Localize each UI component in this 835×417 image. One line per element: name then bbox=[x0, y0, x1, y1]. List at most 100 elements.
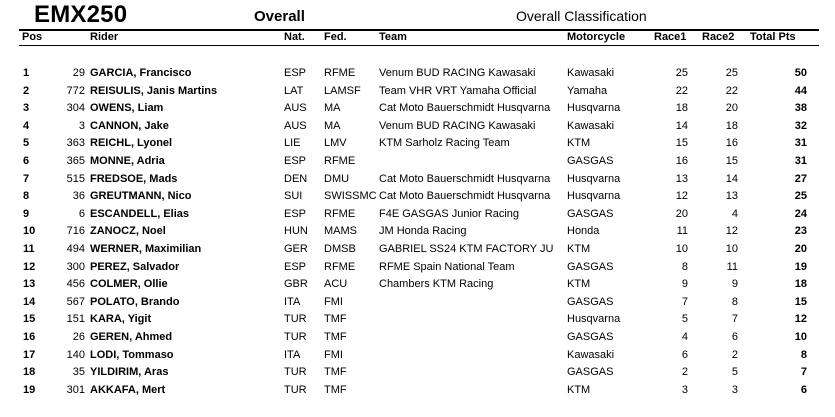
table-row: 4 3 CANNON, Jake AUS MA Venum BUD RACING Kawa… bbox=[0, 120, 835, 137]
race2-points-cell: 16 bbox=[725, 137, 738, 150]
col-header-team: Team bbox=[379, 31, 407, 43]
total-points-cell: 44 bbox=[794, 84, 807, 97]
total-points-cell: 8 bbox=[800, 348, 807, 361]
table-row: 19 301 AKKAFA, Mert TUR TMF KTM 3 3 6 bbox=[0, 384, 835, 401]
table-row: 16 26 GEREN, Ahmed TUR TMF GASGAS 4 6 10 bbox=[0, 331, 835, 348]
col-header-nat: Nat. bbox=[284, 31, 305, 43]
total-points-cell: 50 bbox=[794, 67, 807, 79]
rider-name-cell: OWENS, Liam bbox=[90, 102, 164, 115]
position-cell: 3 bbox=[23, 102, 30, 115]
race1-points-cell: 5 bbox=[681, 313, 688, 326]
header-top-rule bbox=[19, 29, 819, 31]
motorcycle-cell: GASGAS bbox=[567, 331, 614, 343]
nationality-cell: SUI bbox=[284, 190, 303, 203]
team-cell: JM Honda Racing bbox=[379, 225, 467, 238]
classification-heading: Overall Classification bbox=[516, 8, 647, 24]
race1-points-cell: 8 bbox=[681, 260, 688, 273]
team-cell: Venum BUD RACING Kawasaki bbox=[379, 119, 536, 132]
motorcycle-cell: KTM bbox=[567, 383, 591, 396]
federation-cell: MAMS bbox=[324, 225, 357, 238]
position-cell: 9 bbox=[23, 207, 30, 220]
race1-points-cell: 20 bbox=[675, 207, 688, 220]
race1-points-cell: 9 bbox=[681, 278, 688, 291]
federation-cell: TMF bbox=[324, 366, 347, 379]
race1-points-cell: 3 bbox=[681, 383, 688, 396]
race1-points-cell: 11 bbox=[676, 225, 688, 238]
race2-points-cell: 14 bbox=[725, 172, 738, 185]
team-cell: Cat Moto Bauerschmidt Husqvarna bbox=[379, 190, 551, 203]
rider-number-cell: 26 bbox=[72, 331, 85, 343]
col-header-pos: Pos bbox=[22, 31, 43, 43]
table-row: 7 515 FREDSOE, Mads DEN DMU Cat Moto Bauersch… bbox=[0, 173, 835, 190]
motorcycle-cell: GASGAS bbox=[567, 155, 614, 167]
table-row: 11 494 WERNER, Maximilian GER DMSB GABRIEL SS… bbox=[0, 243, 835, 260]
nationality-cell: AUS bbox=[284, 119, 307, 132]
table-row: 2 772 REISULIS, Janis Martins LAT LAMSF Team … bbox=[0, 85, 835, 102]
race1-points-cell: 10 bbox=[675, 243, 688, 255]
nationality-cell: TUR bbox=[284, 313, 307, 326]
total-points-cell: 20 bbox=[794, 243, 807, 255]
col-header-total: Total Pts bbox=[750, 31, 796, 43]
table-row: 14 567 POLATO, Brando ITA FMI GASGAS 7 8 15 bbox=[0, 296, 835, 313]
table-row: 6 365 MONNE, Adria ESP RFME GASGAS 16 15 31 bbox=[0, 155, 835, 172]
race2-points-cell: 18 bbox=[725, 119, 738, 132]
rider-number-cell: 515 bbox=[66, 172, 85, 185]
position-cell: 1 bbox=[23, 67, 30, 79]
rider-name-cell: LODI, Tommaso bbox=[90, 348, 174, 361]
race1-points-cell: 7 bbox=[681, 295, 688, 308]
team-cell: GABRIEL SS24 KTM FACTORY JU bbox=[379, 243, 554, 255]
table-row: 18 35 YILDIRIM, Aras TUR TMF GASGAS 2 5 7 bbox=[0, 366, 835, 383]
federation-cell: TMF bbox=[324, 313, 347, 326]
rider-name-cell: YILDIRIM, Aras bbox=[90, 366, 169, 379]
col-header-fed: Fed. bbox=[324, 31, 347, 43]
nationality-cell: LAT bbox=[284, 84, 304, 97]
rider-name-cell: GREUTMANN, Nico bbox=[90, 190, 192, 203]
rider-number-cell: 3 bbox=[78, 119, 85, 132]
motorcycle-cell: GASGAS bbox=[567, 366, 614, 379]
total-points-cell: 31 bbox=[794, 137, 807, 150]
position-cell: 16 bbox=[23, 331, 36, 343]
rider-number-cell: 35 bbox=[72, 366, 85, 379]
col-header-race2: Race2 bbox=[702, 31, 735, 43]
rider-number-cell: 567 bbox=[66, 295, 85, 308]
team-cell: Venum BUD RACING Kawasaki bbox=[379, 67, 536, 79]
federation-cell: RFME bbox=[324, 155, 356, 167]
race1-points-cell: 6 bbox=[681, 348, 688, 361]
rider-name-cell: GEREN, Ahmed bbox=[90, 331, 173, 343]
race2-points-cell: 10 bbox=[725, 243, 738, 255]
federation-cell: LAMSF bbox=[324, 84, 361, 97]
nationality-cell: TUR bbox=[284, 383, 307, 396]
position-cell: 2 bbox=[23, 84, 30, 97]
rider-name-cell: POLATO, Brando bbox=[90, 295, 180, 308]
race2-points-cell: 20 bbox=[725, 102, 738, 115]
federation-cell: SWISSMC bbox=[324, 190, 377, 203]
total-points-cell: 6 bbox=[800, 383, 807, 396]
rider-number-cell: 772 bbox=[66, 84, 85, 97]
nationality-cell: LIE bbox=[284, 137, 301, 150]
race2-points-cell: 8 bbox=[731, 295, 738, 308]
race2-points-cell: 6 bbox=[731, 331, 738, 343]
race1-points-cell: 18 bbox=[675, 102, 688, 115]
table-row: 12 300 PEREZ, Salvador ESP RFME RFME Spain Na… bbox=[0, 261, 835, 278]
race1-points-cell: 4 bbox=[681, 331, 688, 343]
total-points-cell: 7 bbox=[800, 366, 807, 379]
race2-points-cell: 12 bbox=[725, 225, 738, 238]
rider-number-cell: 300 bbox=[66, 260, 85, 273]
position-cell: 14 bbox=[23, 295, 36, 308]
motorcycle-cell: Husqvarna bbox=[567, 313, 621, 326]
table-row: 3 304 OWENS, Liam AUS MA Cat Moto Bauerschmid… bbox=[0, 102, 835, 119]
table-row: 9 6 ESCANDELL, Elias ESP RFME F4E GASGAS Juni… bbox=[0, 208, 835, 225]
nationality-cell: ESP bbox=[284, 67, 307, 79]
rider-name-cell: REICHL, Lyonel bbox=[90, 137, 173, 150]
rider-name-cell: AKKAFA, Mert bbox=[90, 383, 166, 396]
motorcycle-cell: GASGAS bbox=[567, 260, 614, 273]
position-cell: 15 bbox=[23, 313, 36, 326]
federation-cell: RFME bbox=[324, 67, 356, 79]
nationality-cell: ESP bbox=[284, 155, 307, 167]
federation-cell: TMF bbox=[324, 383, 347, 396]
nationality-cell: TUR bbox=[284, 331, 307, 343]
rider-number-cell: 151 bbox=[66, 313, 85, 326]
rider-number-cell: 29 bbox=[72, 67, 85, 79]
position-cell: 11 bbox=[23, 243, 35, 255]
col-header-motorcycle: Motorcycle bbox=[567, 31, 626, 43]
